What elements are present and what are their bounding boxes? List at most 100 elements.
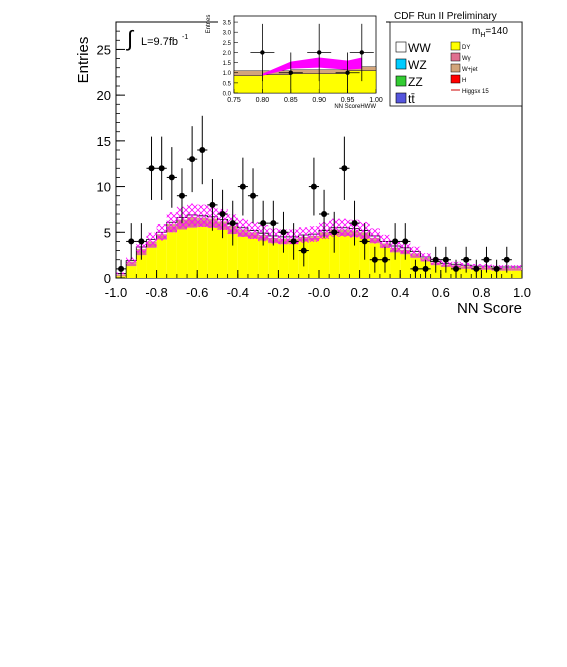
inset-bar-dy-0 [233, 75, 263, 94]
stack-bar-dy-7 [187, 227, 198, 278]
inset-y-tick-label-5: 2.5 [223, 41, 232, 47]
legend-label-right-0: DY [462, 45, 470, 51]
y-tick-label-4: 20 [97, 88, 111, 103]
inset-x-tick-label-3: 0.90 [312, 97, 326, 104]
stack-bar-dy-27 [390, 252, 401, 278]
data-point-35 [473, 265, 480, 272]
inset-bar-wjet-2 [290, 69, 320, 74]
stack-bar-w-39 [511, 268, 522, 271]
data-point-4 [158, 165, 165, 172]
inset-data-point-0 [260, 50, 265, 55]
inset-data-point-2 [317, 50, 322, 55]
y-tick-label-1: 5 [104, 225, 111, 240]
stack-bar-dy-12 [237, 236, 248, 278]
data-point-13 [250, 192, 257, 199]
plot-title: CDF Run II Preliminary [394, 11, 497, 22]
title-box [390, 9, 522, 22]
stack-bar-dy-9 [207, 227, 218, 278]
legend-label-3: tt̄ [408, 92, 415, 106]
inset-y-axis-label: Entries [206, 15, 212, 34]
data-point-1 [128, 238, 135, 245]
inset-higgs-band [262, 57, 362, 76]
data-point-32 [442, 256, 449, 263]
data-point-0 [118, 265, 125, 272]
data-point-21 [331, 229, 338, 236]
main-plot-layer: -1.0 -0.8 -0.6 -0.4 -0.2 -0.0 0.2 0.4 0.6 0.8 1.00… [97, 21, 531, 300]
stack-bar-dy-34 [461, 268, 472, 278]
legend-swatch-right-3 [450, 74, 461, 84]
data-point-12 [239, 183, 246, 190]
legend-swatch-0 [395, 41, 407, 53]
data-point-31 [432, 256, 439, 263]
stack-bar-dy-11 [227, 234, 238, 278]
inset-x-tick-label-1: 0.80 [256, 97, 270, 104]
data-point-14 [260, 220, 267, 227]
uncertainty-band-7 [187, 203, 198, 227]
inset-bar-wjet-3 [319, 69, 348, 74]
data-point-10 [219, 211, 226, 217]
inset-y-tick-label-1: 0.5 [223, 81, 232, 87]
stack-bar-dy-20 [319, 236, 330, 278]
y-tick-label-5: 25 [97, 42, 111, 57]
stack-bar-dy-13 [247, 238, 259, 278]
axis-ticks: -1.0 -0.8 -0.6 -0.4 -0.2 -0.0 0.2 0.4 0.6 0.8 1.00… [97, 21, 531, 300]
x-tick-label-6: 0.2 [351, 285, 369, 300]
data-point-16 [280, 229, 287, 236]
data-point-17 [290, 238, 297, 245]
y-tick-label-3: 15 [97, 134, 111, 149]
x-tick-label-3: -0.4 [227, 285, 249, 300]
legend-label-1: WZ [408, 58, 427, 72]
data-point-8 [199, 147, 206, 153]
inset-x-tick-label-5: 1.00 [369, 97, 383, 104]
inset-y-tick-label-7: 3.5 [223, 21, 232, 27]
legend-swatch-1 [395, 58, 407, 70]
x-tick-label-0: -1.0 [105, 285, 127, 300]
data-point-9 [209, 201, 216, 208]
x-tick-label-10: 1.0 [513, 285, 531, 300]
legend-label-right-3: H [462, 78, 466, 84]
legend-label-right-1: Wγ [462, 56, 471, 62]
stack-bar-dy-16 [278, 244, 289, 278]
data-point-3 [148, 165, 155, 172]
y-tick-label-2: 10 [97, 180, 111, 195]
legend-swatch-right-1 [450, 52, 461, 62]
data-point-25 [371, 256, 378, 263]
data-point-24 [361, 238, 368, 245]
data-point-11 [229, 220, 236, 227]
data-point-19 [310, 183, 317, 190]
uncertainty-band-1 [126, 257, 137, 264]
inset-plot-layer: 0.75 0.80 0.85 0.90 0.95 1.00 0.0 0.5 1.0 1.5 2.0 2… [223, 21, 383, 104]
stack-bar-w-29 [410, 255, 421, 258]
data-point-37 [493, 265, 500, 272]
stack-bar-dy-39 [511, 270, 522, 278]
legend-swatch-2 [395, 75, 407, 87]
data-point-20 [321, 211, 328, 217]
inset-bar-dy-1 [262, 74, 291, 94]
x-tick-label-7: 0.4 [391, 285, 409, 300]
x-tick-label-5: -0.0 [308, 285, 330, 300]
integral-symbol: ∫ [125, 26, 135, 51]
data-point-30 [422, 265, 429, 272]
x-tick-label-8: 0.6 [432, 285, 450, 300]
data-point-34 [463, 256, 470, 263]
uncertainty-band-5 [166, 212, 177, 233]
inset-x-axis-label: NN ScoreHWW [334, 104, 376, 110]
data-point-26 [381, 256, 388, 263]
inset-x-tick-label-0: 0.75 [227, 97, 241, 104]
data-point-15 [270, 220, 277, 227]
inset-bar-dy-2 [290, 73, 320, 94]
data-point-22 [341, 165, 348, 172]
inset-y-tick-label-2: 1.0 [223, 71, 232, 77]
stack-bar-dy-28 [400, 254, 411, 278]
stack-bar-dy-8 [197, 226, 208, 278]
data-point-6 [178, 192, 185, 199]
uncertainty-band-30 [420, 253, 431, 261]
legend-swatch-right-2 [450, 63, 461, 73]
stack-bar-dy-19 [308, 240, 319, 278]
data-point-28 [402, 238, 409, 245]
data-point-38 [503, 256, 510, 263]
stack-bar-dy-6 [176, 229, 188, 278]
uncertainty-band-8 [197, 204, 208, 228]
inset-y-tick-label-0: 0.0 [223, 92, 232, 98]
stack-bar-dy-10 [217, 229, 228, 278]
